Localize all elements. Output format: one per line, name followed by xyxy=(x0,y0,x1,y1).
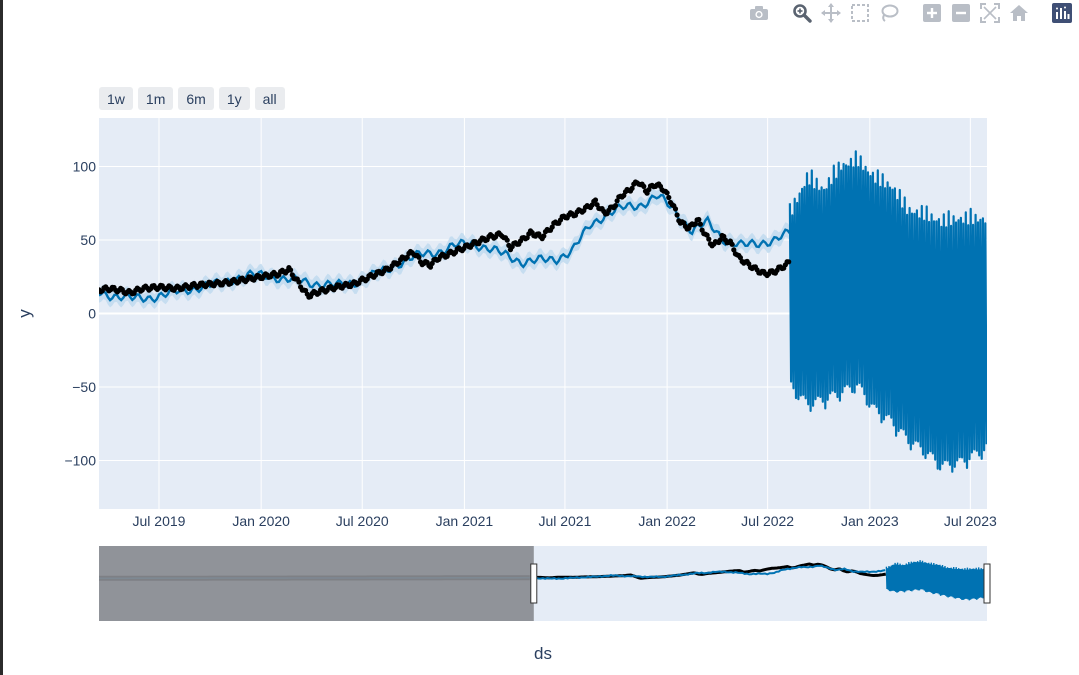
actual-point xyxy=(614,198,620,204)
range-button-6m[interactable]: 6m xyxy=(178,87,214,110)
x-tick-label: Jan 2023 xyxy=(841,513,899,529)
future-forecast-line xyxy=(788,150,987,473)
y-tick-label: 50 xyxy=(80,232,96,248)
range-slider-right-handle[interactable] xyxy=(983,563,991,604)
actual-point xyxy=(524,235,530,241)
actual-point xyxy=(641,183,647,189)
x-tick-label: Jul 2022 xyxy=(741,513,794,529)
actual-point xyxy=(731,247,737,253)
y-tick-label: −50 xyxy=(72,379,96,395)
lasso-select-icon[interactable] xyxy=(878,2,900,24)
reset-axes-icon[interactable] xyxy=(1008,2,1030,24)
range-slider-left-handle[interactable] xyxy=(530,563,538,604)
actual-point xyxy=(717,237,724,243)
actual-point xyxy=(541,233,547,239)
x-axis-title: ds xyxy=(534,644,552,663)
y-tick-label: 100 xyxy=(73,159,97,175)
actual-point xyxy=(704,232,710,238)
slider-future-series xyxy=(885,560,988,601)
range-button-all[interactable]: all xyxy=(254,87,285,110)
actual-point xyxy=(629,185,635,191)
actual-point xyxy=(692,221,699,227)
x-tick-label: Jul 2019 xyxy=(133,513,186,529)
box-select-icon[interactable] xyxy=(849,2,871,24)
range-button-1m[interactable]: 1m xyxy=(137,87,174,110)
actual-point xyxy=(504,237,510,243)
actual-point xyxy=(674,212,680,218)
camera-icon[interactable] xyxy=(748,2,770,24)
range-button-1w[interactable]: 1w xyxy=(99,87,133,110)
x-tick-label: Jan 2020 xyxy=(232,513,290,529)
actual-point xyxy=(592,197,599,203)
x-tick-label: Jan 2021 xyxy=(436,513,494,529)
y-tick-label: 0 xyxy=(88,306,96,322)
y-tick-label: −100 xyxy=(64,452,96,468)
actual-point xyxy=(672,206,679,212)
modebar xyxy=(741,2,1073,24)
range-selector: 1w 1m 6m 1y all xyxy=(99,87,290,110)
plotly-logo-icon[interactable] xyxy=(1051,2,1073,24)
plot-layer xyxy=(99,150,987,473)
actual-point xyxy=(696,216,702,223)
actual-point xyxy=(288,267,294,273)
zoom-out-icon[interactable] xyxy=(950,2,972,24)
actual-point xyxy=(666,194,672,201)
x-tick-label: Jan 2022 xyxy=(638,513,696,529)
zoom-icon[interactable] xyxy=(791,2,813,24)
actual-point xyxy=(416,254,422,260)
actual-point xyxy=(549,224,555,230)
pan-icon[interactable] xyxy=(820,2,842,24)
actual-point xyxy=(737,255,744,261)
actual-point xyxy=(664,190,670,196)
autoscale-icon[interactable] xyxy=(979,2,1001,24)
x-tick-label: Jul 2023 xyxy=(944,513,997,529)
actual-point xyxy=(697,221,704,227)
actual-point xyxy=(786,259,792,265)
x-tick-label: Jul 2021 xyxy=(538,513,591,529)
slider-forecast-series xyxy=(533,564,886,581)
x-tick-label: Jul 2020 xyxy=(336,513,389,529)
zoom-in-icon[interactable] xyxy=(921,2,943,24)
actual-point xyxy=(612,203,619,209)
actual-point xyxy=(729,241,735,247)
actual-point xyxy=(296,279,302,285)
range-slider-mask xyxy=(99,546,534,621)
y-axis-title: y xyxy=(15,309,34,318)
actual-point xyxy=(706,236,712,242)
window-edge xyxy=(0,0,3,675)
range-button-1y[interactable]: 1y xyxy=(218,87,250,110)
